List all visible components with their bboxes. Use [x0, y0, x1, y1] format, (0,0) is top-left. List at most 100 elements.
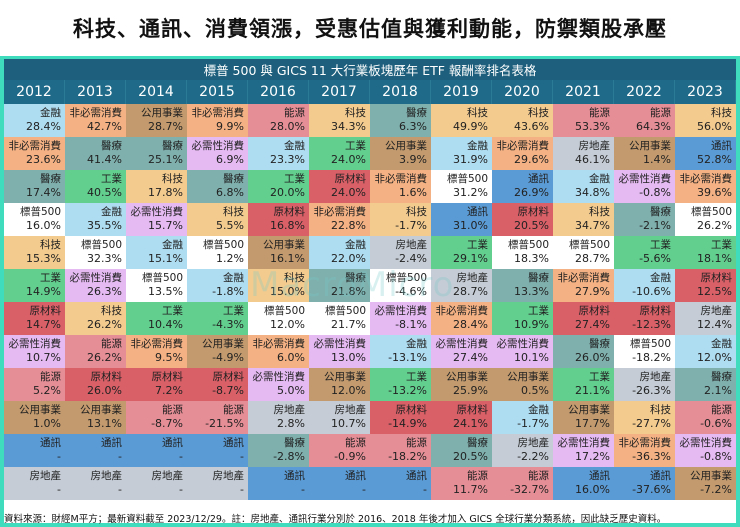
table-cell: 原材料 24.0% — [309, 170, 370, 203]
sector-name: 原材料 — [700, 272, 733, 284]
table-cell: 原材料 24.1% — [431, 401, 492, 434]
return-value: 6.9% — [216, 153, 244, 166]
table-cell: 醫療 -2.1% — [614, 203, 675, 236]
return-value: 12.4% — [697, 318, 732, 331]
table-cell: 醫療 20.5% — [431, 434, 492, 467]
sector-name: 通訊 — [467, 206, 488, 218]
sector-name: 公用事業 — [324, 371, 366, 383]
return-value: 40.5% — [87, 186, 122, 199]
sector-name: 工業 — [528, 305, 549, 317]
table-cell: 非必需消費 42.7% — [65, 104, 126, 137]
sector-name: 非必需消費 — [435, 305, 489, 317]
table-cell: 金融 35.5% — [65, 203, 126, 236]
return-value: 17.2% — [575, 450, 610, 463]
table-cell: 工業 29.1% — [431, 236, 492, 269]
return-value: 16.8% — [270, 219, 305, 232]
table-cell: 金融 31.9% — [431, 137, 492, 170]
table-cell: 必需性消費 -0.8% — [675, 434, 736, 467]
table-cell: 工業 -13.2% — [370, 368, 431, 401]
return-value: 17.7% — [575, 417, 610, 430]
table-cell: 原材料 26.0% — [65, 368, 126, 401]
return-value: 27.9% — [575, 285, 610, 298]
sector-name: 科技 — [589, 206, 610, 218]
sector-name: 必需性消費 — [435, 338, 489, 350]
table-cell: 標普500 31.2% — [431, 170, 492, 203]
return-value: 14.7% — [26, 318, 61, 331]
table-cell: 公用事業 17.7% — [553, 401, 614, 434]
table-cell: 科技 56.0% — [675, 104, 736, 137]
sector-name: 醫療 — [650, 206, 671, 218]
return-value: 10.4% — [148, 318, 183, 331]
sector-name: 通訊 — [345, 470, 366, 482]
sector-name: 醫療 — [589, 338, 610, 350]
return-value: -10.6% — [632, 285, 671, 298]
return-value: -7.2% — [700, 483, 732, 496]
return-value: 26.2% — [87, 318, 122, 331]
table-cell: 必需性消費 15.7% — [126, 203, 187, 236]
sector-name: 非必需消費 — [252, 338, 306, 350]
sector-name: 非必需消費 — [618, 437, 672, 449]
year-header: 2018 — [370, 80, 431, 104]
sector-name: 醫療 — [711, 371, 732, 383]
return-value: 2.1% — [704, 384, 732, 397]
year-header: 2019 — [431, 80, 492, 104]
return-value: 22.8% — [331, 219, 366, 232]
table-cell: 公用事業 28.7% — [126, 104, 187, 137]
table-cell: 能源 -32.7% — [492, 467, 553, 500]
sector-name: 必需性消費 — [130, 206, 184, 218]
sector-name: 工業 — [345, 140, 366, 152]
table-cell: 標普500 16.0% — [4, 203, 65, 236]
table-cell: 標普500 18.3% — [492, 236, 553, 269]
table-cell: 通訊 - — [248, 467, 309, 500]
sector-name: 科技 — [528, 107, 549, 119]
sector-name: 工業 — [40, 272, 61, 284]
table-cell: 工業 10.9% — [492, 302, 553, 335]
return-value: -5.6% — [639, 252, 671, 265]
sector-name: 能源 — [162, 404, 183, 416]
return-value: 7.2% — [155, 384, 183, 397]
return-value: 28.4% — [453, 318, 488, 331]
sector-name: 房地產 — [29, 470, 62, 482]
sector-name: 科技 — [223, 206, 244, 218]
return-value: -2.1% — [639, 219, 671, 232]
return-value: 25.9% — [453, 384, 488, 397]
sector-name: 公用事業 — [629, 140, 671, 152]
return-value: 1.2% — [216, 252, 244, 265]
sector-name: 科技 — [101, 305, 122, 317]
year-header: 2016 — [248, 80, 309, 104]
return-value: 31.0% — [453, 219, 488, 232]
table-cell: 金融 12.0% — [675, 335, 736, 368]
table-cell: 非必需消費 22.8% — [309, 203, 370, 236]
sector-name: 金融 — [467, 140, 488, 152]
sector-name: 能源 — [711, 404, 732, 416]
table-cell: 能源 -8.7% — [126, 401, 187, 434]
return-value: -8.7% — [212, 384, 244, 397]
table-cell: 能源 64.3% — [614, 104, 675, 137]
table-cell: 科技 26.2% — [65, 302, 126, 335]
return-value: -4.3% — [212, 318, 244, 331]
return-value: 23.3% — [270, 153, 305, 166]
sector-name: 科技 — [467, 107, 488, 119]
table-cell: 標普500 1.2% — [187, 236, 248, 269]
return-value: -2.2% — [517, 450, 549, 463]
return-value: -21.5% — [205, 417, 244, 430]
return-value: 18.1% — [697, 252, 732, 265]
table-cell: 工業 20.0% — [248, 170, 309, 203]
return-value: 21.1% — [575, 384, 610, 397]
sector-name: 非必需消費 — [69, 107, 123, 119]
table-cell: 非必需消費 9.9% — [187, 104, 248, 137]
table-cell: 公用事業 -4.9% — [187, 335, 248, 368]
sector-name: 原材料 — [639, 305, 672, 317]
table-cell: 工業 14.9% — [4, 269, 65, 302]
table-cell: 房地產 2.8% — [248, 401, 309, 434]
table-cell: 金融 -1.7% — [492, 401, 553, 434]
sector-name: 公用事業 — [80, 404, 122, 416]
sector-name: 標普500 — [446, 173, 488, 185]
return-value: 35.5% — [87, 219, 122, 232]
return-value: 10.9% — [514, 318, 549, 331]
table-cell: 房地產 10.7% — [309, 401, 370, 434]
table-cell: 通訊 31.0% — [431, 203, 492, 236]
table-cell: 工業 40.5% — [65, 170, 126, 203]
sector-name: 標普500 — [141, 272, 183, 284]
sector-name: 工業 — [589, 371, 610, 383]
